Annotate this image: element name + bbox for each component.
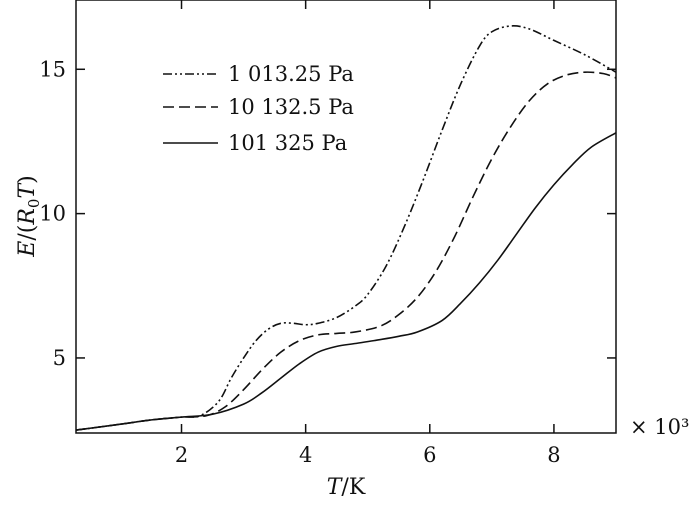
x-tick-label: 4 <box>299 443 312 467</box>
x-tick-label: 6 <box>423 443 436 467</box>
y-axis-label: E/(R0T) <box>15 175 43 257</box>
y-tick-label: 15 <box>39 57 66 81</box>
x-axis-label: T/K <box>327 475 366 500</box>
series-line-3 <box>76 132 616 431</box>
x-multiplier: × 10³ <box>630 415 689 439</box>
legend-label-3: 101 325 Pa <box>228 131 347 155</box>
axis-ticks: 2 4 6 8 5 10 15 <box>39 0 616 467</box>
legend-label-2: 10 132.5 Pa <box>228 95 354 119</box>
legend-label-1: 1 013.25 Pa <box>228 62 354 86</box>
y-tick-label: 10 <box>39 202 66 226</box>
y-tick-label: 5 <box>53 346 66 370</box>
x-tick-label: 2 <box>175 443 188 467</box>
legend: 1 013.25 Pa 10 132.5 Pa 101 325 Pa <box>163 62 354 155</box>
series-line-2 <box>76 71 616 431</box>
series-line-1 <box>76 25 616 431</box>
plot-frame <box>75 0 617 434</box>
series-lines <box>76 25 616 431</box>
x-tick-label: 8 <box>547 443 560 467</box>
